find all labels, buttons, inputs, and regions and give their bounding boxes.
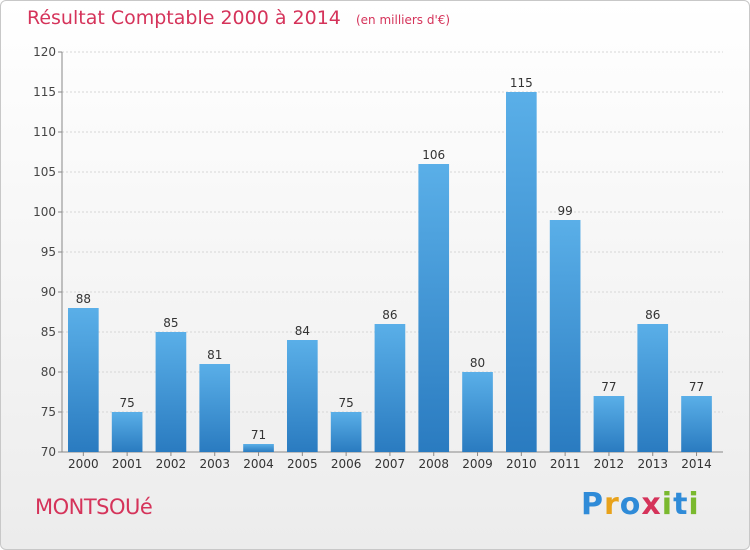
chart-title-text: Résultat Comptable 2000 à 2014 (27, 7, 341, 29)
bar (68, 308, 99, 452)
bar (593, 396, 625, 452)
x-tick-label: 2005 (287, 457, 318, 471)
bar-value-label: 85 (163, 316, 178, 330)
brand-letter: i (661, 487, 674, 522)
chart-unit-label: (en milliers d'€) (355, 13, 451, 27)
bar (330, 412, 362, 452)
bar (681, 396, 712, 452)
bar-value-label: 71 (251, 428, 266, 442)
bar-value-label: 86 (382, 308, 397, 322)
bar (155, 332, 187, 452)
x-tick-label: 2006 (331, 457, 362, 471)
bar (287, 340, 318, 452)
bar-value-label: 115 (510, 76, 533, 90)
y-tick-label: 110 (33, 125, 56, 139)
bars (68, 92, 712, 452)
chart-title: Résultat Comptable 2000 à 2014 (en milli… (27, 7, 450, 29)
bar-value-label: 99 (557, 204, 572, 218)
x-tick-label: 2013 (637, 457, 668, 471)
town-name: MONTSOUé (35, 495, 153, 519)
y-tick-label: 120 (33, 45, 56, 59)
x-tick-label: 2004 (243, 457, 274, 471)
brand-logo: Proxiti (581, 487, 700, 522)
bar-value-label: 75 (119, 396, 134, 410)
bar-value-label: 81 (207, 348, 222, 362)
brand-letter: P (581, 487, 604, 522)
x-tick-label: 2003 (199, 457, 230, 471)
bar (637, 324, 669, 452)
labels: 70 75 80 85 90 95 100 105 110 115 120 88 2000 75 2001 8… (33, 45, 712, 471)
bar-value-label: 84 (295, 324, 310, 338)
brand-letter: o (619, 487, 642, 522)
y-tick-label: 70 (41, 445, 56, 459)
y-tick-label: 115 (33, 85, 56, 99)
bar-value-label: 77 (601, 380, 616, 394)
y-tick-label: 100 (33, 205, 56, 219)
bar-value-label: 77 (689, 380, 704, 394)
bar-value-label: 75 (338, 396, 353, 410)
x-tick-label: 2007 (375, 457, 406, 471)
bar (506, 92, 537, 452)
y-tick-label: 90 (41, 285, 56, 299)
x-tick-label: 2002 (156, 457, 187, 471)
y-tick-label: 95 (41, 245, 56, 259)
bar (199, 364, 231, 452)
bar (374, 324, 406, 452)
bar (462, 372, 493, 452)
y-tick-label: 85 (41, 325, 56, 339)
y-tick-label: 80 (41, 365, 56, 379)
x-tick-label: 2014 (681, 457, 712, 471)
bar (418, 164, 450, 452)
x-tick-label: 2008 (418, 457, 449, 471)
y-tick-label: 75 (41, 405, 56, 419)
brand-letter: x (641, 487, 662, 522)
bar (549, 220, 581, 452)
x-tick-label: 2001 (112, 457, 143, 471)
y-tick-label: 105 (33, 165, 56, 179)
brand-letter: i (688, 487, 700, 522)
bar (111, 412, 143, 452)
bar-value-label: 86 (645, 308, 660, 322)
x-tick-label: 2010 (506, 457, 537, 471)
x-tick-label: 2012 (594, 457, 625, 471)
bar-value-label: 88 (76, 292, 91, 306)
brand-letter: t (673, 487, 689, 522)
bar-value-label: 80 (470, 356, 485, 370)
brand-letter: r (604, 487, 620, 522)
x-tick-label: 2000 (68, 457, 99, 471)
bar (243, 444, 274, 452)
bar-value-label: 106 (422, 148, 445, 162)
x-tick-label: 2011 (550, 457, 581, 471)
x-tick-label: 2009 (462, 457, 493, 471)
